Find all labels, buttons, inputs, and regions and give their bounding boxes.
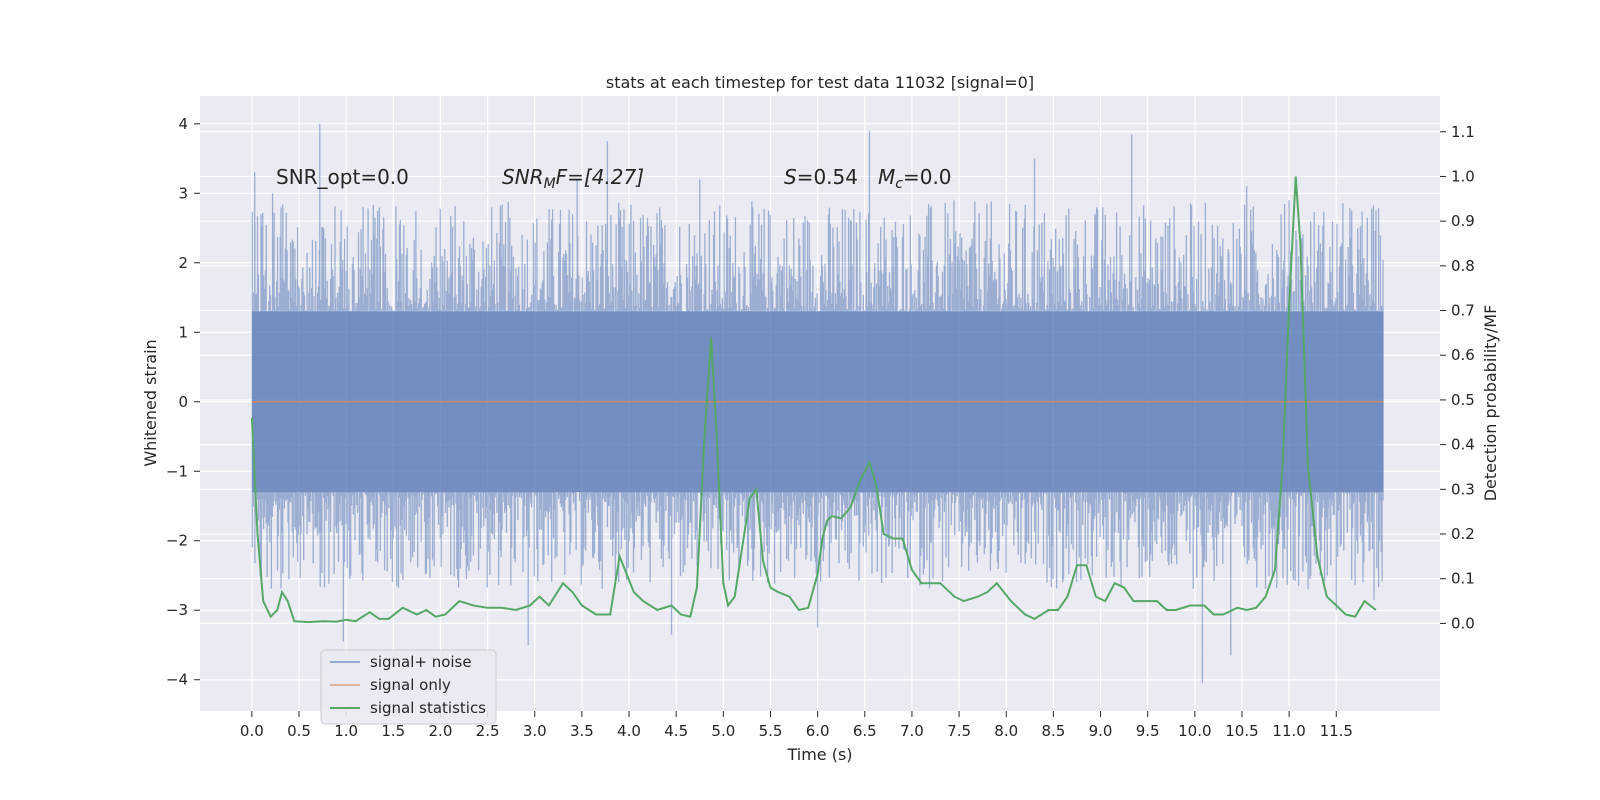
legend: signal+ noise signal only signal statist… xyxy=(320,649,497,725)
y2-tick-label: 0.3 xyxy=(1451,480,1475,498)
annotation-snr-opt: SNR_opt=0.0 xyxy=(276,165,409,189)
y2-tick-label: 0.9 xyxy=(1451,212,1475,230)
y2-tick-label: 0.4 xyxy=(1451,436,1475,454)
x-tick-label: 4.5 xyxy=(664,722,688,740)
mc-main: M xyxy=(878,165,895,189)
x-tick-label: 1.5 xyxy=(381,722,405,740)
y-tick-label: 0 xyxy=(178,393,188,411)
y2-tick-label: 0.6 xyxy=(1451,346,1475,364)
mc-rest: =0.0 xyxy=(903,165,952,189)
x-tick-label: 8.0 xyxy=(994,722,1018,740)
signal-statistics-line xyxy=(250,176,1377,624)
x-tick-label: 6.5 xyxy=(853,722,877,740)
x-tick-label: 0.5 xyxy=(287,722,311,740)
x-tick-label: 9.5 xyxy=(1136,722,1160,740)
mc-sub: c xyxy=(895,176,903,192)
y-tick-label: 2 xyxy=(178,254,188,272)
x-tick-label: 2.5 xyxy=(476,722,500,740)
s-rest: =0.54 xyxy=(797,165,858,189)
y2-tick-label: 0.5 xyxy=(1451,391,1475,409)
legend-label-signal-noise: signal+ noise xyxy=(370,653,472,671)
y-axis-ticks: 4 3 2 1 0 −1 −2 −3 −4 xyxy=(166,115,200,689)
x-tick-label: 7.0 xyxy=(900,722,924,740)
y2-tick-label: 0.0 xyxy=(1451,614,1475,632)
x-tick-label: 4.0 xyxy=(617,722,641,740)
y2-tick-label: 0.2 xyxy=(1451,525,1475,543)
x-tick-label: 11.5 xyxy=(1320,722,1353,740)
y-tick-label: −3 xyxy=(166,601,188,619)
x-tick-label: 11.0 xyxy=(1272,722,1305,740)
x-tick-label: 1.0 xyxy=(334,722,358,740)
x-tick-label: 5.5 xyxy=(759,722,783,740)
y2-tick-label: 1.1 xyxy=(1451,123,1475,141)
y2-axis-label: Detection probability/MF xyxy=(1481,305,1500,502)
y-tick-label: 3 xyxy=(178,184,188,202)
x-tick-label: 2.0 xyxy=(429,722,453,740)
y-tick-label: −4 xyxy=(166,671,188,689)
y2-tick-label: 0.1 xyxy=(1451,570,1475,588)
y-tick-label: 4 xyxy=(178,115,188,133)
snr-mf-main: SNR xyxy=(502,165,544,189)
x-axis-label: Time (s) xyxy=(786,745,852,764)
y-tick-label: −2 xyxy=(166,532,188,550)
snr-mf-sub: M xyxy=(544,176,556,192)
x-tick-label: 3.5 xyxy=(570,722,594,740)
x-tick-label: 5.0 xyxy=(711,722,735,740)
y2-tick-label: 0.7 xyxy=(1451,302,1475,320)
y-tick-label: −1 xyxy=(166,462,188,480)
y2-tick-label: 0.8 xyxy=(1451,257,1475,275)
x-tick-label: 6.0 xyxy=(806,722,830,740)
x-tick-label: 7.5 xyxy=(947,722,971,740)
annotation-snr-mf: SNRMF=[4.27] xyxy=(502,165,644,192)
x-tick-label: 3.0 xyxy=(523,722,547,740)
snr-mf-rest: F=[4.27] xyxy=(556,165,644,189)
y2-tick-label: 1.0 xyxy=(1451,167,1475,185)
s-main: S xyxy=(784,165,797,189)
annotation-mc: Mc=0.0 xyxy=(878,165,952,192)
y2-axis-ticks: 0.0 0.1 0.2 0.3 0.4 0.5 0.6 0.7 0.8 0.9 1.0 1.1 xyxy=(1440,123,1475,632)
x-tick-label: 10.5 xyxy=(1225,722,1258,740)
x-tick-label: 10.0 xyxy=(1178,722,1211,740)
legend-box xyxy=(320,649,497,725)
chart-title: stats at each timestep for test data 110… xyxy=(606,73,1034,92)
x-tick-label: 9.0 xyxy=(1089,722,1113,740)
annotation-s: S=0.54 xyxy=(784,165,858,189)
x-tick-label: 0.0 xyxy=(240,722,264,740)
y-axis-label: Whitened strain xyxy=(141,339,160,466)
legend-label-signal-only: signal only xyxy=(370,676,451,694)
x-axis-ticks: 0.0 0.5 1.0 1.5 2.0 2.5 3.0 3.5 4.0 4.5 5.0 5.5 6.0 6… xyxy=(240,711,1353,740)
legend-label-signal-statistics: signal statistics xyxy=(370,699,486,717)
y-tick-label: 1 xyxy=(178,323,188,341)
x-tick-label: 8.5 xyxy=(1041,722,1065,740)
